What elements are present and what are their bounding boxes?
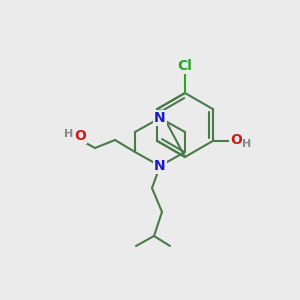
Text: Cl: Cl	[178, 59, 192, 73]
Text: O: O	[74, 129, 86, 143]
Text: O: O	[230, 133, 242, 147]
Text: N: N	[154, 111, 166, 125]
Text: H: H	[242, 139, 251, 149]
Text: H: H	[64, 129, 74, 139]
Text: N: N	[154, 159, 166, 173]
